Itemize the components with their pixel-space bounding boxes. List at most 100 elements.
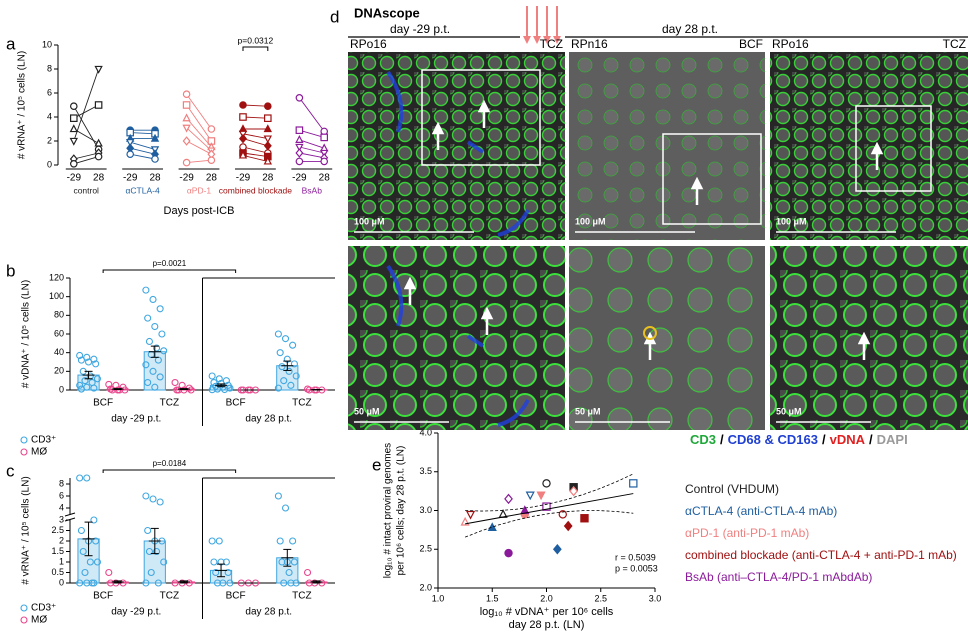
group-label: day 28 p.t. bbox=[245, 414, 292, 425]
point bbox=[208, 537, 216, 545]
bracket bbox=[102, 469, 237, 473]
point bbox=[125, 139, 135, 148]
legend-separator: / bbox=[720, 432, 724, 447]
point bbox=[542, 502, 551, 511]
y-tick-label: 2 bbox=[59, 535, 64, 545]
point bbox=[278, 558, 286, 566]
annotation: p=0.0021 bbox=[153, 259, 187, 268]
point bbox=[182, 90, 191, 99]
pair-line bbox=[130, 153, 156, 160]
pair-line bbox=[299, 139, 325, 149]
pair-line bbox=[186, 104, 212, 142]
point bbox=[289, 341, 297, 349]
x-axis-title: day 28 p.t. (LN) bbox=[509, 619, 585, 631]
pair-line bbox=[186, 93, 212, 130]
point bbox=[536, 491, 546, 501]
pair-line bbox=[130, 141, 156, 150]
point bbox=[81, 568, 89, 577]
pair-line bbox=[242, 154, 268, 162]
period-label: day 28 p.t. bbox=[662, 22, 718, 36]
micrograph bbox=[770, 246, 968, 430]
y-tick-label: 2.5 bbox=[51, 525, 64, 535]
point bbox=[558, 510, 567, 519]
point bbox=[238, 150, 248, 159]
point bbox=[276, 537, 284, 545]
x-tick-label: 28 bbox=[319, 173, 331, 184]
point bbox=[629, 479, 638, 488]
x-tick-label: 28 bbox=[206, 173, 218, 184]
point bbox=[144, 314, 152, 322]
point bbox=[263, 135, 273, 144]
point bbox=[285, 568, 293, 577]
point bbox=[76, 579, 84, 587]
point bbox=[121, 386, 129, 394]
x-tick-label: BCF bbox=[93, 398, 113, 409]
point bbox=[226, 579, 234, 587]
point bbox=[207, 156, 216, 165]
inset-box bbox=[421, 69, 541, 166]
x-tick-label: 2.0 bbox=[540, 593, 553, 603]
bracket bbox=[242, 46, 269, 51]
point bbox=[83, 353, 91, 361]
y-axis-title: # vRNA⁺ / 10⁵ cells (LN) bbox=[21, 476, 32, 584]
panel-title: DNAscope bbox=[354, 5, 420, 20]
group-label: BsAb bbox=[302, 185, 323, 195]
point bbox=[149, 295, 157, 304]
point bbox=[85, 358, 93, 366]
point bbox=[287, 579, 295, 587]
y-tick-label: 4.0 bbox=[419, 427, 432, 437]
treatment-label: TCZ bbox=[540, 37, 563, 51]
pair-line bbox=[242, 133, 268, 140]
point bbox=[144, 526, 152, 535]
point bbox=[276, 349, 284, 357]
panel-label: d bbox=[330, 7, 339, 26]
x-tick-label: TCZ bbox=[292, 398, 311, 409]
point bbox=[292, 372, 300, 380]
point bbox=[278, 363, 286, 371]
annotation: p=0.0184 bbox=[153, 459, 187, 468]
point bbox=[208, 386, 216, 394]
point bbox=[281, 335, 290, 343]
y-tick-label: 4 bbox=[47, 111, 52, 121]
point bbox=[156, 373, 164, 381]
point bbox=[77, 526, 85, 535]
point bbox=[156, 305, 164, 313]
point bbox=[305, 579, 313, 587]
y-tick-label: 8 bbox=[47, 63, 52, 73]
point bbox=[182, 124, 191, 133]
pair-line bbox=[299, 152, 325, 159]
point bbox=[487, 522, 497, 532]
legend-label: αPD-1 (anti-PD-1 mAb) bbox=[685, 526, 809, 540]
y-tick-label: 0 bbox=[59, 577, 64, 587]
point bbox=[289, 537, 297, 545]
point bbox=[94, 152, 103, 161]
point bbox=[504, 493, 513, 505]
point bbox=[151, 155, 159, 163]
point bbox=[542, 479, 551, 488]
point bbox=[144, 378, 152, 387]
axis-break bbox=[65, 515, 75, 519]
micrograph bbox=[569, 52, 765, 240]
pair-line bbox=[299, 97, 325, 132]
point bbox=[69, 160, 78, 168]
point bbox=[171, 579, 179, 587]
point bbox=[263, 141, 272, 151]
stain-label: CD68 & CD163 bbox=[728, 432, 818, 447]
y-axis-title: # vDNA⁺ / 10⁵ cells (LN) bbox=[21, 280, 32, 388]
y-tick-label: 40 bbox=[54, 347, 64, 357]
point bbox=[76, 381, 84, 389]
point bbox=[292, 579, 300, 587]
point bbox=[76, 474, 84, 482]
legend-marker bbox=[20, 616, 28, 624]
y-tick-label: 2 bbox=[47, 135, 52, 145]
point bbox=[264, 102, 272, 111]
micrograph bbox=[348, 52, 565, 240]
point bbox=[90, 516, 98, 524]
x-tick-label: -29 bbox=[236, 173, 251, 184]
point bbox=[83, 474, 91, 482]
group-label: day -29 p.t. bbox=[111, 607, 161, 618]
y-tick-label: 20 bbox=[54, 366, 64, 376]
y-tick-label: 60 bbox=[54, 328, 64, 338]
annotation: r = 0.5039 bbox=[615, 552, 656, 562]
point bbox=[154, 579, 162, 587]
